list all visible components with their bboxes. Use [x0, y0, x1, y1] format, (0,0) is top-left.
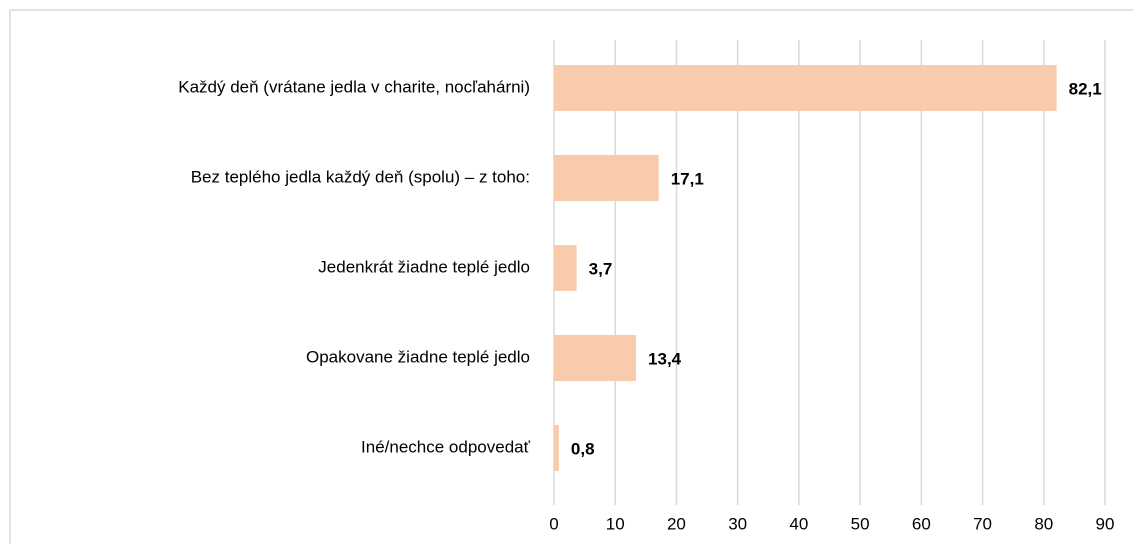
x-tick-label: 50: [851, 514, 870, 533]
x-tick-label: 90: [1096, 514, 1115, 533]
category-label: Jedenkrát žiadne teplé jedlo: [318, 257, 530, 276]
chart-border: [9, 9, 1133, 544]
x-tick-label: 30: [728, 514, 747, 533]
category-label: Iné/nechce odpovedať: [361, 437, 531, 456]
value-label: 17,1: [671, 169, 704, 188]
bar: [554, 245, 577, 291]
category-label: Každý deň (vrátane jedla v charite, nocľ…: [178, 77, 530, 96]
x-tick-label: 40: [789, 514, 808, 533]
category-label: Bez teplého jedla každý deň (spolu) – z …: [191, 167, 530, 186]
bar: [554, 155, 659, 201]
bar: [554, 425, 559, 471]
category-label: Opakovane žiadne teplé jedlo: [306, 347, 530, 366]
value-label: 82,1: [1069, 79, 1102, 98]
value-label: 3,7: [589, 259, 613, 278]
value-label: 0,8: [571, 439, 595, 458]
bar: [554, 335, 637, 381]
x-tick-label: 20: [667, 514, 686, 533]
x-tick-label: 0: [549, 514, 558, 533]
x-tick-label: 70: [973, 514, 992, 533]
x-tick-label: 80: [1034, 514, 1053, 533]
x-tick-label: 10: [606, 514, 625, 533]
value-label: 13,4: [648, 349, 682, 368]
bar: [554, 65, 1057, 111]
x-tick-label: 60: [912, 514, 931, 533]
